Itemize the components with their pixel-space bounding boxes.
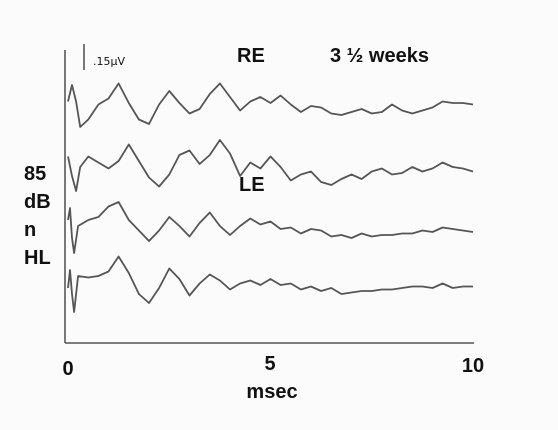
x-axis-label: msec <box>246 381 297 403</box>
level-label-db: dB <box>24 191 51 213</box>
left-ear-label: LE <box>239 174 265 196</box>
right-ear-trace-2 <box>67 139 474 192</box>
scale-bar-label: .15µV <box>93 55 125 68</box>
left-ear-trace-1 <box>67 201 474 254</box>
waveform-traces <box>67 82 474 313</box>
x-tick-label-5: 5 <box>264 353 275 375</box>
level-label-n: n <box>24 219 36 241</box>
x-tick-label-10: 10 <box>462 355 484 377</box>
x-tick-label-0: 0 <box>62 358 73 380</box>
right-ear-trace-1 <box>67 82 474 128</box>
right-ear-label: RE <box>237 45 265 67</box>
level-label-85: 85 <box>24 163 46 185</box>
age-label: 3 ½ weeks <box>330 45 429 67</box>
level-label-hl: HL <box>24 247 51 269</box>
left-ear-trace-2 <box>67 255 473 313</box>
